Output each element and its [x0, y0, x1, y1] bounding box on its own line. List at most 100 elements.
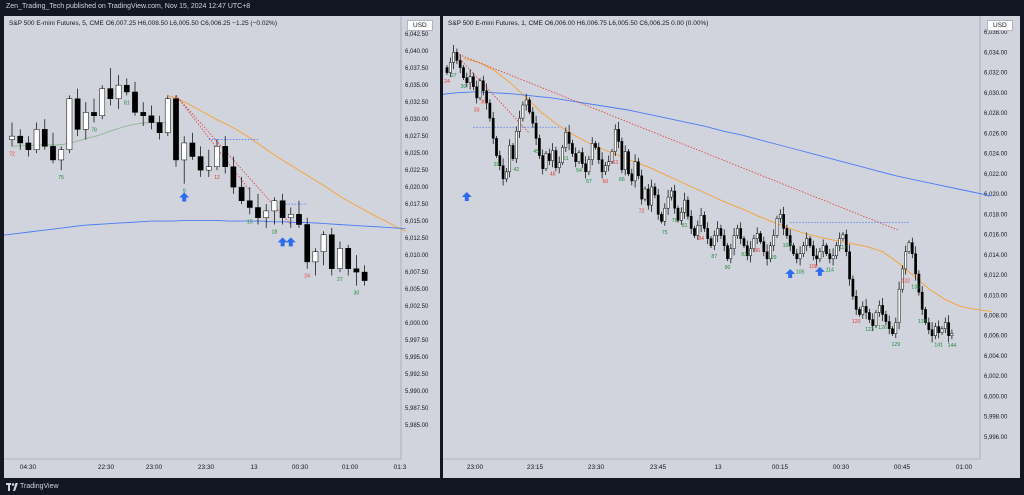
- candle-body: [759, 233, 762, 242]
- up-arrow-icon: [814, 266, 825, 276]
- y-tick-label: 6,020.00: [405, 185, 429, 191]
- candle-body: [660, 214, 663, 222]
- candle-body: [739, 228, 743, 239]
- currency-badge-1m[interactable]: USD: [987, 20, 1013, 31]
- currency-badge-5m[interactable]: USD: [407, 20, 433, 31]
- chart-panel-5m[interactable]: 6,042.50 6,040.00 6,037.50 6,035.00 6,032.50…: [4, 16, 440, 478]
- candle-body: [679, 212, 683, 221]
- candle-body: [123, 84, 130, 93]
- candle-body: [17, 135, 24, 144]
- candle-body: [709, 238, 713, 246]
- up-arrow-icon: [785, 268, 796, 278]
- candle-body: [521, 104, 525, 119]
- candle-body: [769, 245, 772, 260]
- candle-body: [729, 248, 733, 260]
- candle-body: [197, 156, 204, 171]
- bar-count-label: 24: [444, 79, 450, 85]
- bar-count-label: 72: [639, 209, 645, 215]
- bar-count-label: 27: [451, 73, 457, 79]
- bar-count-label: 120: [852, 319, 861, 325]
- candle-body: [689, 216, 693, 229]
- candle-body: [455, 52, 459, 61]
- bar-count-label: 27: [337, 277, 343, 283]
- candle-body: [795, 253, 799, 260]
- candle-body: [666, 196, 670, 209]
- candle-body: [488, 102, 492, 119]
- trendline: [453, 51, 900, 231]
- x-tick-label: 13: [714, 464, 722, 471]
- y-tick-label: 5,985.00: [405, 423, 429, 429]
- candle-body: [279, 200, 286, 218]
- bar-count-label: 141: [934, 342, 943, 348]
- candle-body: [465, 77, 469, 83]
- publisher-header: Zen_Trading_Tech published on TradingVie…: [6, 3, 251, 10]
- candle-body: [590, 143, 594, 160]
- bar-count-label: 12: [214, 175, 220, 181]
- candle-body: [673, 190, 677, 209]
- candle-body: [815, 255, 818, 260]
- y-tick-label: 6,025.00: [405, 151, 429, 157]
- y-tick-label: 5,997.50: [405, 338, 429, 344]
- x-tick-label: 01:00: [342, 464, 359, 471]
- bar-count-label: 60: [603, 179, 609, 185]
- x-tick-label: 01:3: [394, 464, 407, 471]
- candle-body: [719, 228, 723, 236]
- candle-body: [514, 131, 518, 159]
- y-tick-label: 6,004.00: [984, 354, 1008, 360]
- up-arrow-icon: [179, 192, 190, 202]
- y-tick-label: 6,022.00: [984, 172, 1008, 178]
- candle-body: [222, 146, 229, 167]
- candle-body: [924, 309, 927, 323]
- candle-body: [58, 149, 65, 161]
- candle-body: [851, 278, 855, 297]
- footer-brand: TradingView: [20, 483, 59, 490]
- y-tick-label: 5,990.00: [405, 389, 429, 395]
- candle-body: [468, 76, 472, 83]
- x-tick-label: 04:30: [20, 464, 37, 471]
- candle-body: [937, 326, 941, 333]
- candle-body: [33, 129, 40, 150]
- chart-5m[interactable]: 6,042.50 6,040.00 6,037.50 6,035.00 6,032.50…: [4, 16, 440, 478]
- bar-count-label: 102: [783, 243, 792, 249]
- y-tick-label: 6,032.50: [405, 100, 429, 106]
- candle-body: [337, 248, 343, 269]
- candle-body: [940, 328, 944, 333]
- candle-body: [584, 163, 587, 173]
- candle-body: [230, 166, 237, 188]
- bar-count-label: 78: [91, 128, 97, 134]
- bar-count-label: 132: [901, 278, 910, 284]
- candle-body: [66, 98, 73, 150]
- x-tick-label: 13: [250, 464, 258, 471]
- candle-body: [544, 153, 548, 169]
- candle-body: [597, 147, 601, 160]
- bar-count-label: 75: [662, 230, 668, 236]
- candle-body: [854, 296, 858, 310]
- y-tick-label: 6,012.50: [405, 236, 429, 242]
- up-arrow-icon: [277, 237, 288, 247]
- y-tick-label: 6,002.50: [405, 304, 429, 310]
- candle-body: [736, 228, 739, 236]
- chart-panel-1m[interactable]: 6,036.00 6,034.00 6,032.00 6,030.00 6,028.00…: [443, 16, 1020, 478]
- candle-body: [650, 186, 653, 206]
- candle-body: [156, 122, 163, 133]
- candle-body: [304, 224, 311, 263]
- bar-count-label: 54: [576, 168, 582, 174]
- bar-count-label: 81: [124, 100, 130, 106]
- x-tick-label: 00:30: [833, 464, 850, 471]
- candle-body: [189, 142, 196, 157]
- candle-body: [947, 322, 950, 336]
- bar-count-label: 135: [911, 285, 920, 291]
- candle-body: [508, 145, 512, 173]
- candle-body: [838, 238, 842, 246]
- y-tick-label: 5,995.00: [405, 355, 429, 361]
- y-tick-label: 6,036.00: [984, 30, 1008, 36]
- candle-body: [910, 242, 914, 255]
- candle-body: [802, 245, 805, 255]
- bar-count-label: 36: [480, 99, 486, 105]
- candle-body: [511, 145, 515, 159]
- y-tick-label: 6,014.00: [984, 253, 1008, 259]
- candle-body: [448, 62, 452, 73]
- chart-1m[interactable]: 6,036.00 6,034.00 6,032.00 6,030.00 6,028.00…: [443, 16, 1020, 478]
- candle-body: [894, 322, 898, 334]
- candle-body: [663, 207, 667, 222]
